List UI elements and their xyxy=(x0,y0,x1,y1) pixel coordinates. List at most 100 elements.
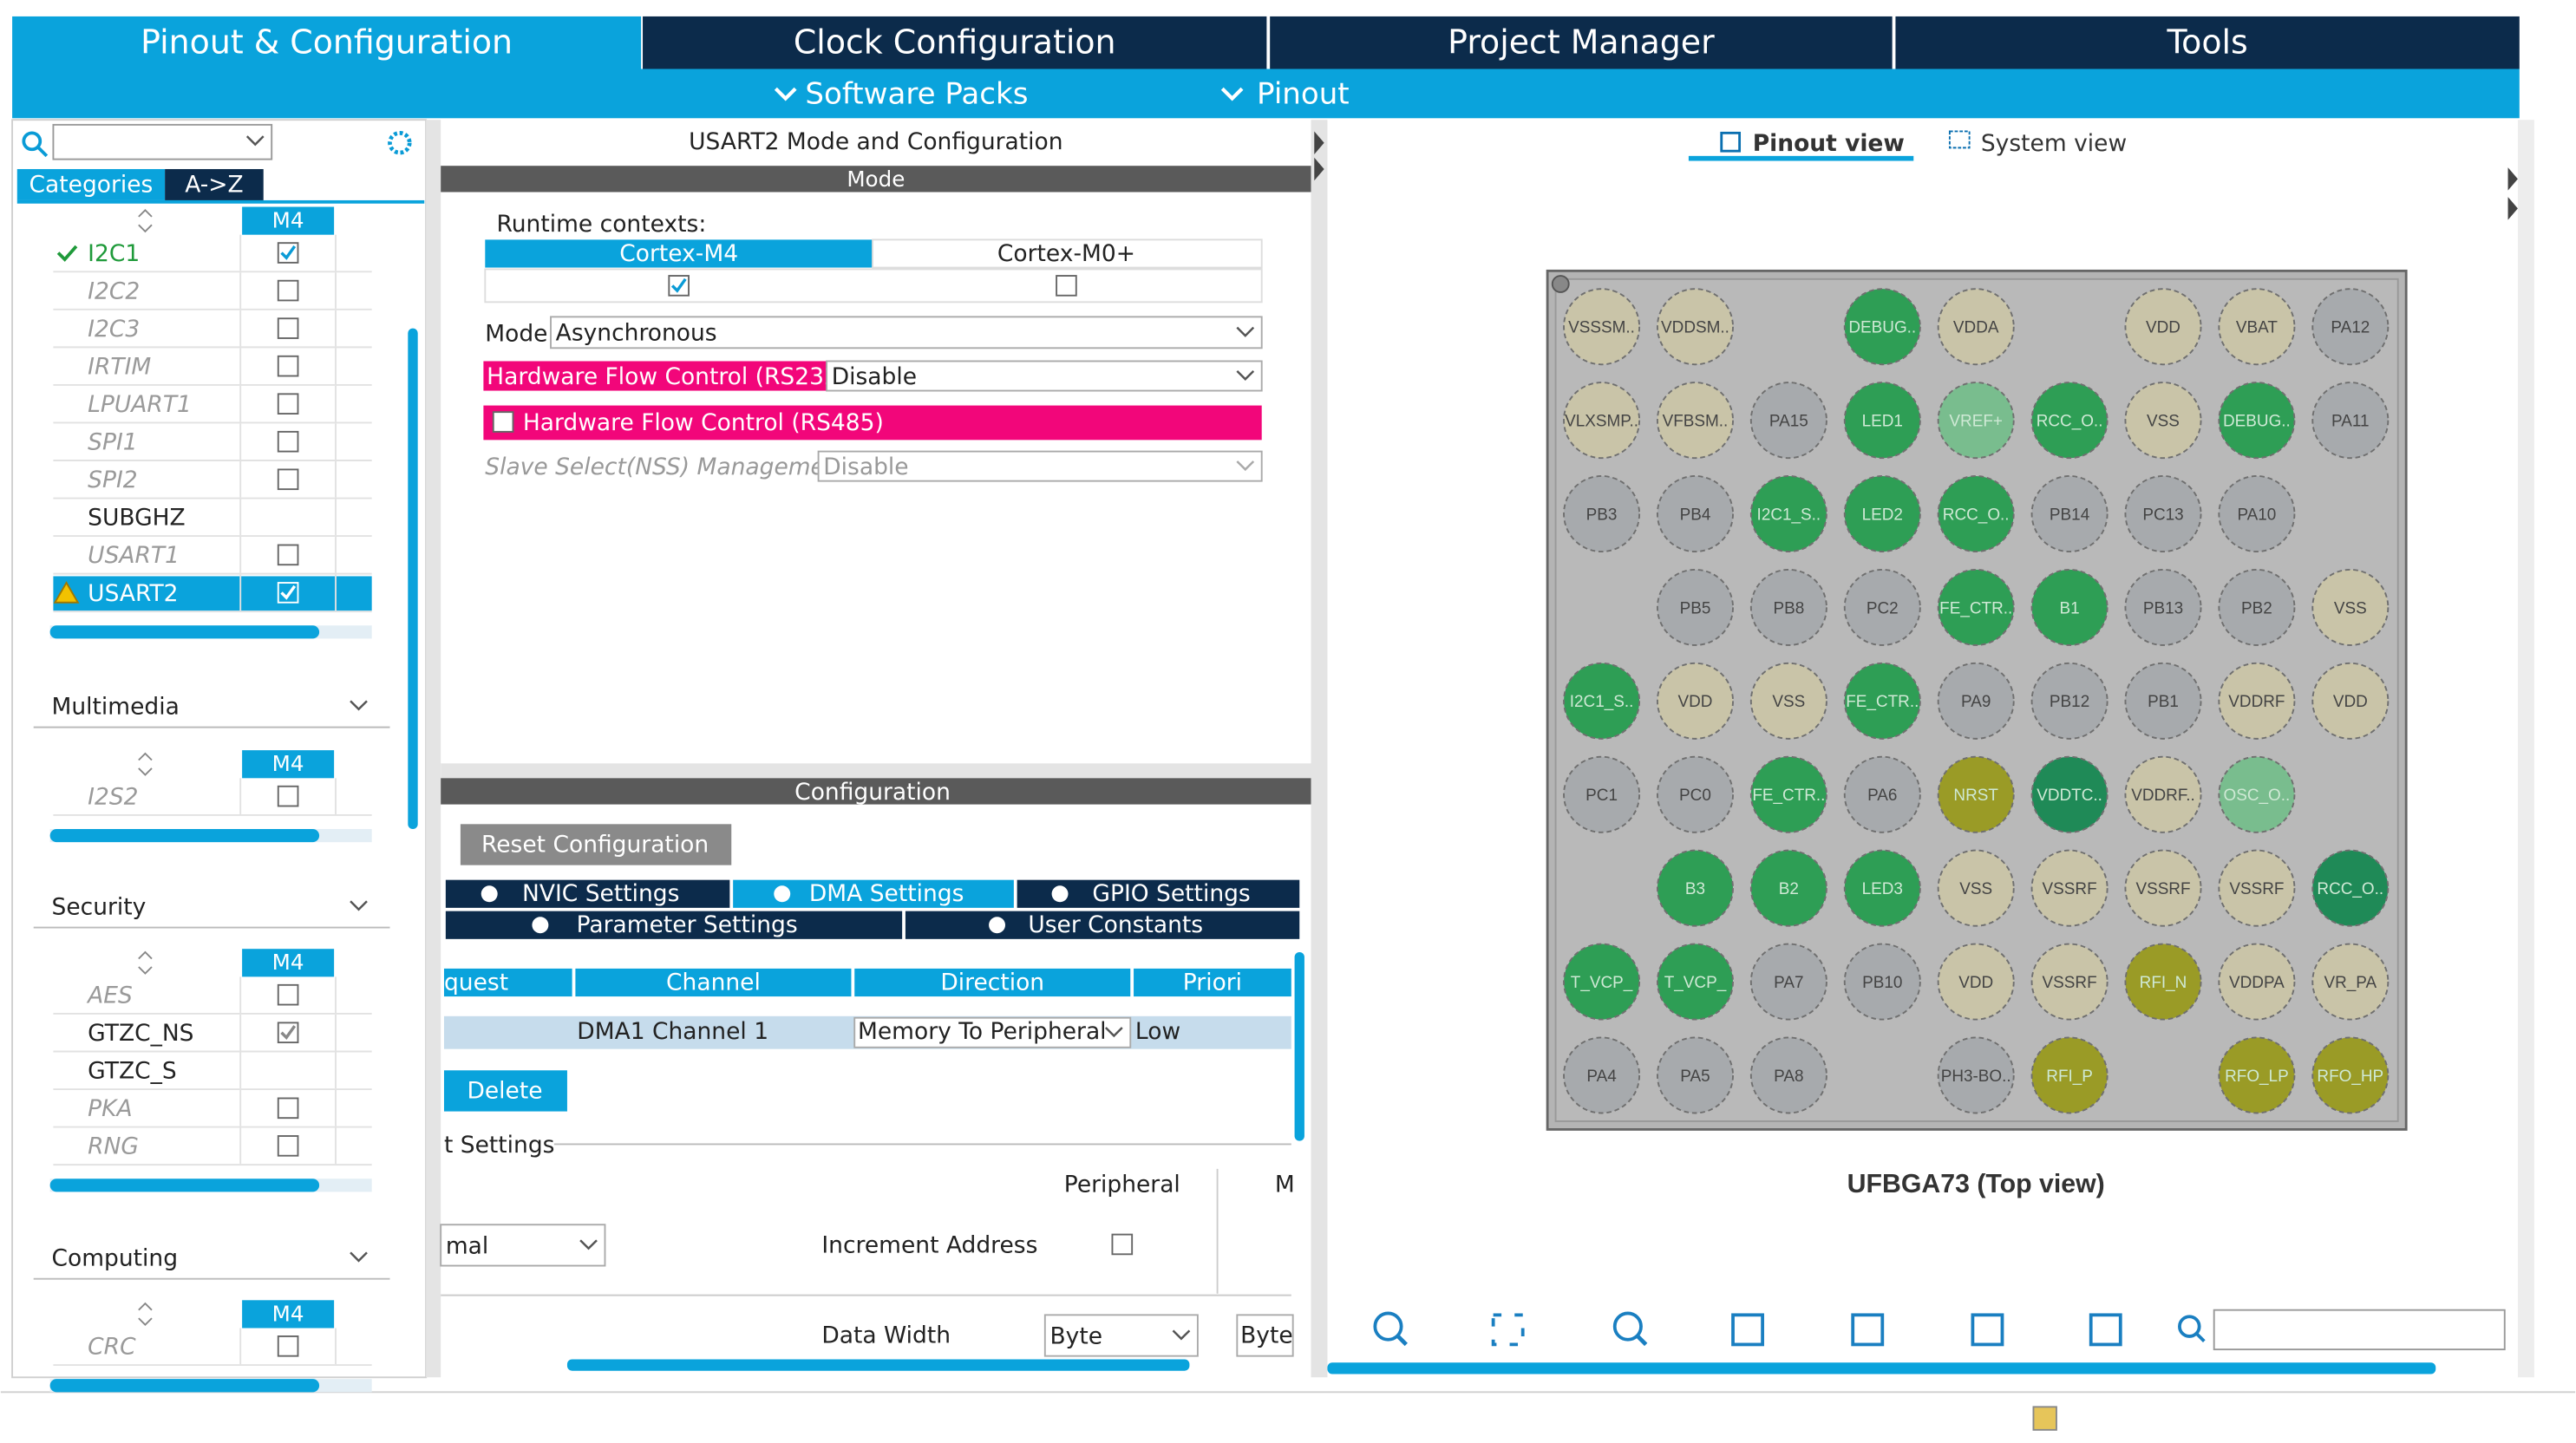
checkbox[interactable] xyxy=(277,1022,299,1044)
pin-label[interactable]: DEBUG.. xyxy=(2223,413,2291,431)
nss-select[interactable] xyxy=(817,450,1263,482)
pin-label[interactable]: FE_CTR.. xyxy=(1846,693,1919,711)
pin[interactable] xyxy=(2124,755,2202,833)
pin[interactable] xyxy=(1749,568,1827,646)
pin-label[interactable]: VDDRF xyxy=(2228,693,2285,711)
pin-label[interactable]: PB1 xyxy=(2148,693,2179,711)
filter-tab[interactable] xyxy=(16,168,166,200)
view-tab-label[interactable]: System view xyxy=(1981,130,2127,157)
pin[interactable] xyxy=(2124,382,2202,460)
pin-label[interactable]: NRST xyxy=(1953,787,1998,805)
pin-label[interactable]: LED2 xyxy=(1862,506,1903,524)
pin-label[interactable]: PB4 xyxy=(1680,506,1711,524)
pin[interactable] xyxy=(1937,382,2015,460)
pin[interactable] xyxy=(2030,1036,2109,1114)
pin[interactable] xyxy=(1937,1036,2015,1114)
pin[interactable] xyxy=(2124,475,2202,553)
pin-label[interactable]: PB8 xyxy=(1774,599,1805,617)
toolbar-icon[interactable] xyxy=(1971,1313,2004,1347)
group-title[interactable]: Computing xyxy=(52,1244,179,1271)
pin-label[interactable]: PB14 xyxy=(2050,506,2089,524)
pin[interactable] xyxy=(1843,662,1921,740)
pin-label[interactable]: VBAT xyxy=(2236,319,2278,337)
pin[interactable] xyxy=(1843,849,1921,927)
pin[interactable] xyxy=(1656,568,1734,646)
main-tab-label[interactable]: Pinout & Configuration xyxy=(141,23,513,62)
pin-label[interactable]: RCC_O.. xyxy=(2317,880,2383,898)
pin-search-box[interactable] xyxy=(2213,1309,2506,1351)
pin[interactable] xyxy=(2124,662,2202,740)
pin[interactable] xyxy=(1937,943,2015,1021)
pin-label[interactable]: PC0 xyxy=(1679,787,1711,805)
peripheral-name[interactable]: SPI1 xyxy=(88,429,137,456)
checkbox[interactable] xyxy=(277,1097,299,1120)
pin[interactable] xyxy=(1937,849,2015,927)
checkbox[interactable] xyxy=(277,393,299,415)
checkbox[interactable] xyxy=(277,1335,299,1357)
pin[interactable] xyxy=(2030,755,2109,833)
toolbar-icon[interactable] xyxy=(2089,1313,2122,1347)
v-scroll-thumb[interactable] xyxy=(408,328,418,829)
peripheral-name[interactable]: I2C3 xyxy=(88,316,140,343)
peripheral-name[interactable]: GTZC_S xyxy=(88,1058,177,1085)
pin-label[interactable]: VR_PA xyxy=(2324,974,2377,992)
pin[interactable] xyxy=(1563,1036,1641,1114)
pin-label[interactable]: PC1 xyxy=(1585,787,1618,805)
pin[interactable] xyxy=(2218,849,2296,927)
checkbox[interactable] xyxy=(668,275,690,297)
pin-label[interactable]: RFO_LP xyxy=(2225,1068,2289,1086)
pin-label[interactable]: RCC_O.. xyxy=(1943,506,2010,524)
checkbox[interactable] xyxy=(277,242,299,264)
checkbox[interactable] xyxy=(277,430,299,453)
checkbox[interactable] xyxy=(1056,275,1077,297)
pin[interactable] xyxy=(2311,849,2390,927)
checkbox[interactable] xyxy=(277,355,299,377)
main-tab-label[interactable]: Project Manager xyxy=(1448,23,1715,62)
checkbox[interactable] xyxy=(277,468,299,491)
group-title[interactable]: Security xyxy=(52,893,147,920)
pin[interactable] xyxy=(2311,662,2390,740)
settings-icon[interactable] xyxy=(388,130,412,155)
pin-label[interactable]: VDDSM.. xyxy=(1661,319,1729,337)
main-tab-label[interactable]: Tools xyxy=(2166,23,2247,62)
pin[interactable] xyxy=(1656,849,1734,927)
pin[interactable] xyxy=(1937,662,2015,740)
h-scroll-thumb[interactable] xyxy=(49,828,320,843)
pin-label[interactable]: PC2 xyxy=(1867,599,1899,617)
delete-button-label[interactable]: Delete xyxy=(467,1077,542,1104)
pin-label[interactable]: VDD xyxy=(1678,693,1713,711)
pin-label[interactable]: OSC_O.. xyxy=(2224,787,2291,805)
checkbox[interactable] xyxy=(1111,1233,1134,1256)
pin[interactable] xyxy=(2030,662,2109,740)
pin-label[interactable]: RFO_HP xyxy=(2317,1068,2383,1086)
pin-label[interactable]: LED3 xyxy=(1862,880,1903,898)
pin[interactable] xyxy=(1937,475,2015,553)
pin[interactable] xyxy=(1563,288,1641,366)
pin[interactable] xyxy=(2218,475,2296,553)
pin[interactable] xyxy=(1656,475,1734,553)
checkbox[interactable] xyxy=(277,983,299,1006)
pin-label[interactable]: FE_CTR.. xyxy=(1939,599,2012,617)
peripheral-name[interactable]: AES xyxy=(86,983,133,1009)
pin-label[interactable]: PB3 xyxy=(1586,506,1618,524)
peripheral-name[interactable]: SUBGHZ xyxy=(88,505,186,532)
pin[interactable] xyxy=(1749,1036,1827,1114)
group-title[interactable]: Multimedia xyxy=(52,693,180,720)
reset-button-label[interactable]: Reset Configuration xyxy=(481,831,709,858)
pin[interactable] xyxy=(2311,288,2390,366)
config-tab-label[interactable]: User Constants xyxy=(1028,911,1203,938)
pin[interactable] xyxy=(1563,755,1641,833)
pin[interactable] xyxy=(1937,755,2015,833)
toolbar-icon[interactable] xyxy=(1731,1313,1764,1347)
pin[interactable] xyxy=(1656,755,1734,833)
pin[interactable] xyxy=(1843,943,1921,1021)
pin[interactable] xyxy=(2311,382,2390,460)
config-tab-label[interactable]: Parameter Settings xyxy=(577,911,798,938)
pin[interactable] xyxy=(1749,755,1827,833)
v-scroll-thumb[interactable] xyxy=(1294,951,1304,1141)
sub-tab-label[interactable]: Software Packs xyxy=(805,76,1028,111)
pin-label[interactable]: VDDPA xyxy=(2229,974,2285,992)
pin-label[interactable]: RFI_P xyxy=(2046,1068,2093,1086)
pin[interactable] xyxy=(2311,1036,2390,1114)
pin-label[interactable]: I2C1_S.. xyxy=(1757,506,1821,524)
